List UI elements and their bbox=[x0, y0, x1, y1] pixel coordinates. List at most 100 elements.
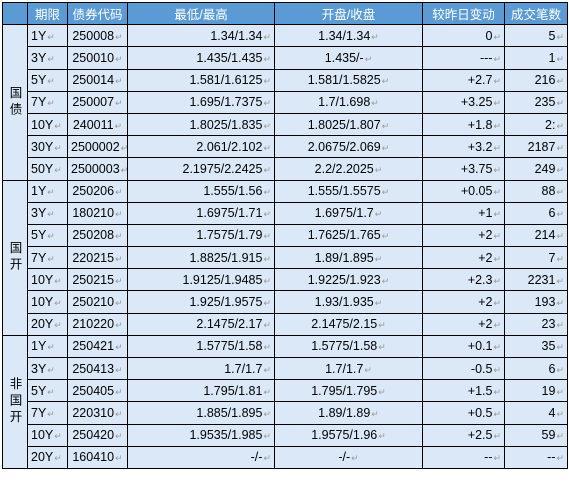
cell-open-close: 1.93/1.935↵ bbox=[274, 290, 423, 314]
cell-value: 210220 bbox=[72, 317, 115, 332]
cell-value: 3Y bbox=[31, 206, 47, 221]
cell-change: +2.3↵ bbox=[422, 268, 505, 292]
table-row: 7Y↵ 220310↵ 1.885/1.895↵ 1.89/1.89↵ +0.5↵ 4↵ bbox=[3, 401, 568, 425]
cell-value: 20Y bbox=[31, 450, 54, 465]
cell-value: 2231 bbox=[527, 272, 556, 287]
cell-change: 0↵ bbox=[422, 24, 505, 48]
cell-value: 1.925/1.9575 bbox=[189, 295, 263, 310]
paragraph-mark-icon: ↵ bbox=[556, 231, 564, 242]
cell-change: +2↵ bbox=[422, 290, 505, 314]
paragraph-mark-icon: ↵ bbox=[263, 53, 271, 64]
cell-low-high: 1.925/1.9575↵ bbox=[127, 290, 275, 314]
paragraph-mark-icon: ↵ bbox=[263, 98, 271, 109]
paragraph-mark-icon: ↵ bbox=[47, 386, 55, 397]
cell-value: 249 bbox=[534, 161, 556, 176]
cell-term: 1Y↵ bbox=[27, 334, 68, 359]
cell-value: 250008 bbox=[72, 28, 115, 43]
cell-low-high: 2.1975/2.2425↵ bbox=[127, 157, 275, 181]
table-row: 3Y↵ 250413↵ 1.7/1.7↵ 1.7/1.7↵ -0.5↵ 6↵ bbox=[3, 356, 568, 381]
cell-value: +2 bbox=[478, 295, 493, 310]
paragraph-mark-icon: ↵ bbox=[263, 364, 271, 375]
cell-bond-code: 220215↵ bbox=[67, 246, 128, 270]
paragraph-mark-icon: ↵ bbox=[263, 453, 271, 464]
paragraph-mark-icon: ↵ bbox=[378, 431, 386, 442]
cell-value: 7 bbox=[548, 250, 556, 265]
table-row: 非国开 1Y↵ 250421↵ 1.5775/1.58↵ 1.5775/1.58↵ +0.… bbox=[2, 334, 568, 469]
paragraph-mark-icon: ↵ bbox=[556, 364, 564, 375]
paragraph-mark-icon: ↵ bbox=[556, 164, 564, 175]
paragraph-mark-icon: ↵ bbox=[263, 431, 271, 442]
cell-value: 250210 bbox=[72, 295, 115, 310]
paragraph-mark-icon: ↵ bbox=[374, 209, 383, 220]
cell-trade-count: 1↵ bbox=[504, 46, 568, 70]
cell-open-close: 1.7/1.698↵ bbox=[274, 90, 423, 114]
paragraph-mark-icon: ↵ bbox=[493, 431, 501, 442]
cell-value: 240011 bbox=[72, 117, 114, 132]
cell-open-close: -/-↵ bbox=[274, 445, 423, 469]
table-row: 3Y↵ 180210↵ 1.6975/1.71↵ 1.6975/1.7↵ +1↵ 6↵ bbox=[3, 201, 568, 225]
cell-value: 10Y bbox=[31, 295, 54, 310]
cell-value: +1 bbox=[478, 206, 493, 221]
paragraph-mark-icon: ↵ bbox=[54, 431, 62, 442]
cell-value: 1.9575/1.96 bbox=[311, 428, 378, 443]
paragraph-mark-icon: ↵ bbox=[351, 453, 359, 464]
cell-value: 250215 bbox=[72, 272, 115, 287]
cell-value: 1.795/1.795 bbox=[311, 383, 378, 398]
cell-change: ---↵ bbox=[422, 46, 505, 70]
cell-value: 1.555/1.5575 bbox=[307, 184, 381, 199]
cell-bond-code: 250208↵ bbox=[67, 223, 128, 248]
paragraph-mark-icon: ↵ bbox=[47, 342, 55, 353]
cell-term: 5Y↵ bbox=[27, 379, 68, 403]
table-row: 3Y↵ 250010↵ 1.435/1.435↵ 1.435/-↵ ---↵ 1↵ bbox=[3, 46, 568, 70]
paragraph-mark-icon: ↵ bbox=[115, 298, 123, 309]
cell-value: 250208 bbox=[72, 228, 115, 243]
cell-value: 193 bbox=[534, 295, 556, 310]
paragraph-mark-icon: ↵ bbox=[263, 231, 271, 242]
paragraph-mark-icon: ↵ bbox=[374, 298, 383, 309]
cell-value: 30Y bbox=[31, 139, 54, 154]
paragraph-mark-icon: ↵ bbox=[263, 298, 271, 309]
paragraph-mark-icon: ↵ bbox=[378, 320, 386, 331]
paragraph-mark-icon: ↵ bbox=[115, 98, 123, 109]
group-label: 国开 bbox=[2, 179, 28, 336]
paragraph-mark-icon: ↵ bbox=[556, 298, 564, 309]
paragraph-mark-icon: ↵ bbox=[556, 253, 564, 264]
paragraph-mark-icon: ↵ bbox=[371, 31, 379, 42]
table-row: 7Y↵ 250007↵ 1.695/1.7375↵ 1.7/1.698↵ +3.25↵ 2… bbox=[3, 90, 568, 114]
header-low-high: 最低/最高 bbox=[127, 1, 275, 26]
paragraph-mark-icon: ↵ bbox=[54, 142, 62, 153]
table-row: 10Y↵ 250420↵ 1.9535/1.985↵ 1.9575/1.96↵ +2.5… bbox=[3, 423, 568, 447]
paragraph-mark-icon: ↵ bbox=[115, 31, 123, 42]
cell-value: 4 bbox=[548, 405, 556, 420]
paragraph-mark-icon: ↵ bbox=[493, 253, 501, 264]
cell-term: 3Y↵ bbox=[27, 356, 68, 381]
cell-value: 10Y bbox=[31, 272, 54, 287]
cell-term: 7Y↵ bbox=[27, 401, 68, 425]
cell-value: 6 bbox=[548, 206, 556, 221]
paragraph-mark-icon: ↵ bbox=[263, 76, 271, 87]
paragraph-mark-icon: ↵ bbox=[263, 120, 271, 131]
paragraph-mark-icon: ↵ bbox=[493, 209, 501, 220]
cell-trade-count: 5↵ bbox=[504, 24, 568, 48]
cell-value: +1.8 bbox=[467, 117, 493, 132]
cell-value: 180210 bbox=[72, 206, 115, 221]
cell-value: 1.9535/1.985 bbox=[189, 428, 263, 443]
table-row: 5Y↵ 250014↵ 1.581/1.6125↵ 1.581/1.5825↵ +2.7… bbox=[3, 68, 568, 92]
paragraph-mark-icon: ↵ bbox=[493, 187, 501, 198]
paragraph-mark-icon: ↵ bbox=[47, 408, 55, 419]
cell-value: 59 bbox=[541, 428, 556, 443]
cell-value: 1.7625/1.765 bbox=[307, 228, 381, 243]
cell-open-close: 1.581/1.5825↵ bbox=[274, 68, 423, 92]
cell-value: 250413 bbox=[72, 361, 115, 376]
paragraph-mark-icon: ↵ bbox=[493, 231, 501, 242]
cell-value: 2.2/2.2025 bbox=[314, 161, 374, 176]
cell-value: 1.695/1.7375 bbox=[189, 95, 263, 110]
paragraph-mark-icon: ↵ bbox=[374, 164, 383, 175]
paragraph-mark-icon: ↵ bbox=[493, 364, 501, 375]
paragraph-mark-icon: ↵ bbox=[115, 364, 123, 375]
cell-value: 250420 bbox=[72, 428, 115, 443]
paragraph-mark-icon: ↵ bbox=[47, 53, 55, 64]
paragraph-mark-icon: ↵ bbox=[493, 76, 501, 87]
cell-value: 1.7575/1.79 bbox=[196, 228, 263, 243]
cell-value: 7Y bbox=[31, 95, 47, 110]
